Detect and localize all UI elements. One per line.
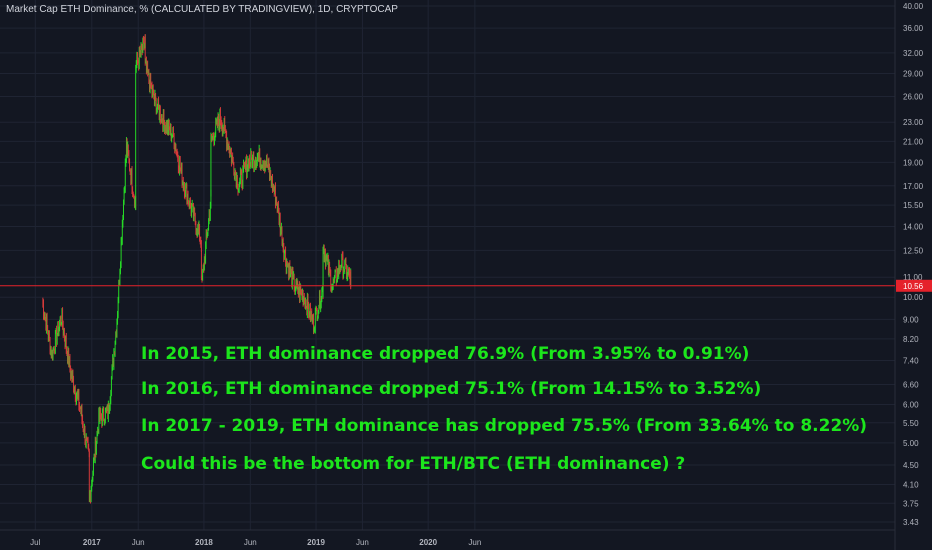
y-tick-label: 3.43 (903, 518, 919, 527)
y-tick-label: 21.00 (903, 137, 924, 146)
x-tick-label: Jun (468, 538, 481, 547)
y-tick-label: 40.00 (903, 2, 924, 11)
y-tick-label: 23.00 (903, 118, 924, 127)
last-price-label: 10.56 (903, 282, 924, 291)
y-tick-label: 4.10 (903, 481, 919, 490)
y-tick-label: 14.00 (903, 223, 924, 232)
annotation-2017-2019: In 2017 - 2019, ETH dominance has droppe… (141, 416, 868, 436)
y-tick-label: 29.00 (903, 70, 924, 79)
x-tick-label: Jun (132, 538, 145, 547)
y-tick-label: 8.20 (903, 335, 919, 344)
last-price-tag (896, 279, 932, 292)
y-tick-label: 11.00 (903, 273, 923, 282)
y-tick-label: 12.50 (903, 246, 924, 255)
y-tick-label: 26.00 (903, 92, 924, 101)
x-tick-label: Jun (244, 538, 257, 547)
annotation-2016: In 2016, ETH dominance dropped 75.1% (Fr… (141, 379, 762, 399)
y-tick-label: 19.00 (903, 158, 924, 167)
annotation-2015: In 2015, ETH dominance dropped 76.9% (Fr… (141, 344, 750, 364)
x-tick-label: 2019 (307, 538, 325, 547)
y-tick-label: 7.40 (903, 356, 919, 365)
y-tick-label: 5.00 (903, 439, 919, 448)
x-tick-label: Jun (356, 538, 369, 547)
y-tick-label: 3.75 (903, 499, 919, 508)
y-tick-label: 4.50 (903, 461, 919, 470)
y-tick-label: 6.00 (903, 401, 919, 410)
y-tick-label: 5.50 (903, 419, 919, 428)
y-tick-label: 15.50 (903, 201, 924, 210)
chart-title: Market Cap ETH Dominance, % (CALCULATED … (6, 4, 398, 15)
x-tick-label: 2017 (83, 538, 101, 547)
annotation-question: Could this be the bottom for ETH/BTC (ET… (141, 454, 686, 474)
y-tick-label: 17.00 (903, 182, 924, 191)
y-tick-label: 36.00 (903, 24, 924, 33)
y-tick-label: 6.60 (903, 381, 919, 390)
y-tick-label: 10.00 (903, 293, 924, 302)
y-tick-label: 32.00 (903, 49, 924, 58)
y-tick-label: 9.00 (903, 315, 919, 324)
x-tick-label: Jul (30, 538, 40, 547)
x-tick-label: 2018 (195, 538, 213, 547)
x-tick-label: 2020 (419, 538, 437, 547)
